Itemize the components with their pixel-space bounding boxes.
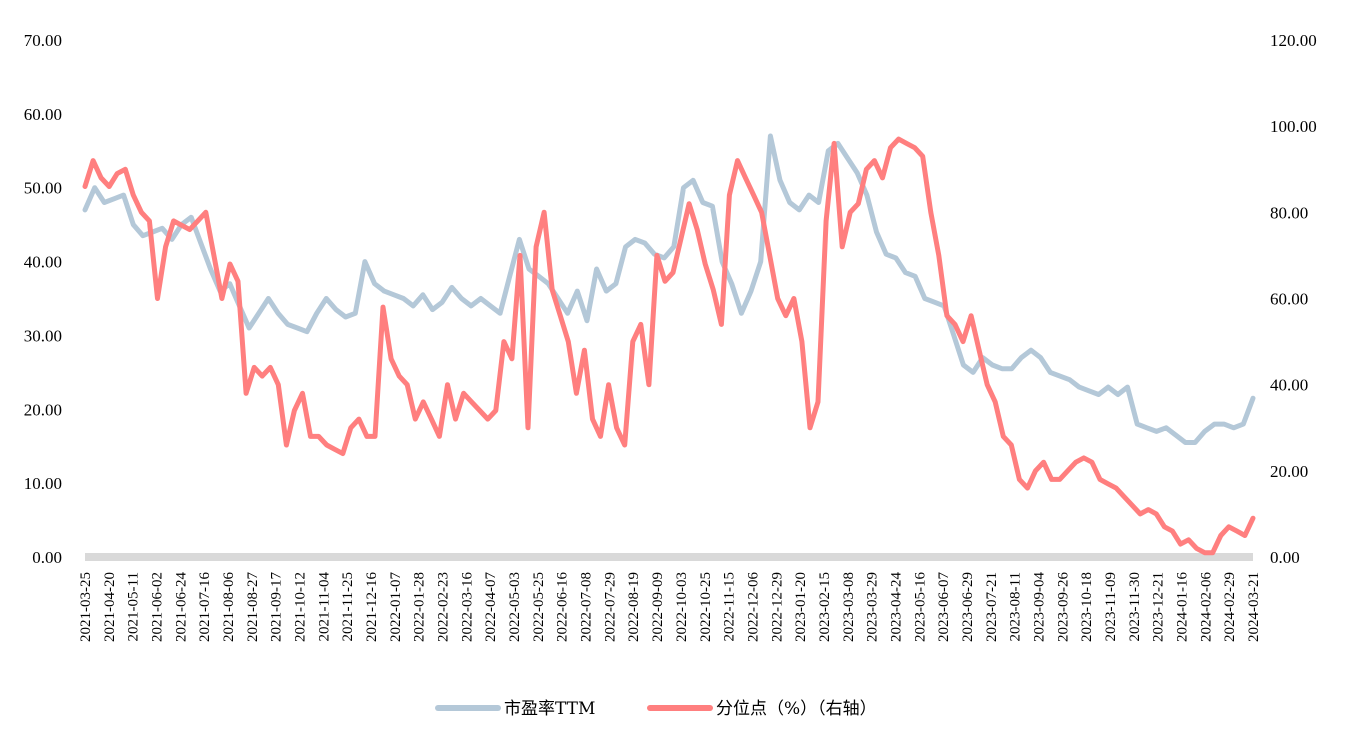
right-y-tick-label: 120.00 [1270,31,1317,50]
x-tick-label: 2023-05-16 [912,572,928,642]
x-tick-label: 2021-12-16 [364,572,380,642]
left-y-tick-label: 20.00 [24,400,62,419]
x-tick-label: 2021-03-25 [78,572,94,642]
x-tick-label: 2023-09-26 [1055,572,1071,642]
x-tick-label: 2022-08-19 [626,572,642,642]
x-tick-label: 2022-03-16 [459,572,475,642]
x-tick-label: 2024-02-06 [1198,572,1214,642]
x-tick-label: 2022-10-25 [698,572,714,642]
x-tick-label: 2022-05-03 [507,572,523,642]
x-tick-label: 2023-12-21 [1151,572,1167,642]
left-y-tick-label: 10.00 [24,474,62,493]
x-tick-label: 2022-07-29 [602,572,618,642]
x-tick-label: 2022-01-28 [412,572,428,642]
x-tick-label: 2023-04-24 [888,572,904,642]
x-axis: 2021-03-25 2021-04-20 2021-05-11 2021-06-02… [78,572,1262,642]
x-tick-label: 2023-01-20 [793,572,809,642]
x-tick-label: 2022-01-07 [388,572,404,642]
x-tick-label: 2023-08-11 [1008,572,1024,641]
left-y-tick-label: 0.00 [32,548,62,567]
right-y-tick-label: 0.00 [1270,548,1300,567]
right-y-tick-label: 80.00 [1270,203,1308,222]
left-y-tick-label: 30.00 [24,326,62,345]
x-tick-label: 2021-04-20 [102,572,118,642]
x-tick-label: 2022-05-25 [531,572,547,642]
x-tick-label: 2023-11-30 [1127,572,1143,641]
x-tick-label: 2023-02-15 [817,572,833,642]
x-tick-label: 2023-11-09 [1103,572,1119,641]
x-tick-label: 2021-11-25 [340,572,356,641]
x-tick-label: 2021-08-27 [245,572,261,642]
right-y-axis: 0.00 20.00 40.00 60.00 80.00 100.00 120.00 [1270,31,1317,567]
x-tick-label: 2021-07-16 [197,572,213,642]
right-y-tick-label: 100.00 [1270,117,1317,136]
legend-label-percentile: 分位点（%）（右轴） [716,699,877,719]
left-y-axis: 0.00 10.00 20.00 30.00 40.00 50.00 60.00 70.00 [24,31,62,567]
x-tick-label: 2022-07-08 [579,572,595,642]
series-line-pe-ttm [82,133,1256,445]
right-y-tick-label: 20.00 [1270,462,1308,481]
series-line-percentile [82,136,1256,556]
x-tick-label: 2021-10-12 [293,572,309,642]
x-tick-label: 2023-06-07 [936,572,952,642]
x-tick-label: 2022-06-16 [555,572,571,642]
left-y-tick-label: 40.00 [24,253,62,272]
x-tick-label: 2022-11-15 [722,572,738,641]
x-tick-label: 2022-12-29 [769,572,785,642]
x-tick-label: 2022-02-23 [436,572,452,642]
x-axis-baseline [85,553,1253,561]
x-tick-label: 2021-11-04 [316,572,332,642]
x-tick-label: 2021-06-24 [173,572,189,642]
x-tick-label: 2023-06-29 [960,572,976,642]
x-tick-label: 2023-07-21 [984,572,1000,642]
left-y-tick-label: 70.00 [24,31,62,50]
x-tick-label: 2024-01-16 [1174,572,1190,642]
x-tick-label: 2022-04-07 [483,572,499,642]
right-y-tick-label: 40.00 [1270,376,1308,395]
x-tick-label: 2023-03-29 [865,572,881,642]
x-tick-label: 2024-03-21 [1246,572,1262,642]
left-y-tick-label: 60.00 [24,105,62,124]
legend: 市盈率TTM 分位点（%）（右轴） [435,699,877,719]
right-y-tick-label: 60.00 [1270,290,1308,309]
x-tick-label: 2022-09-09 [650,572,666,642]
x-tick-label: 2024-02-29 [1222,572,1238,642]
x-tick-label: 2021-05-11 [126,572,142,641]
series-layer [82,133,1256,556]
x-tick-label: 2022-10-03 [674,572,690,642]
x-tick-label: 2021-08-06 [221,572,237,642]
x-tick-label: 2023-10-18 [1079,572,1095,642]
legend-label-pe-ttm: 市盈率TTM [504,699,595,719]
left-y-tick-label: 50.00 [24,179,62,198]
x-tick-label: 2021-09-17 [269,572,285,642]
x-tick-label: 2022-12-06 [745,572,761,642]
x-tick-label: 2023-09-04 [1031,572,1047,642]
x-tick-label: 2021-06-02 [150,572,166,642]
x-tick-label: 2023-03-08 [841,572,857,642]
